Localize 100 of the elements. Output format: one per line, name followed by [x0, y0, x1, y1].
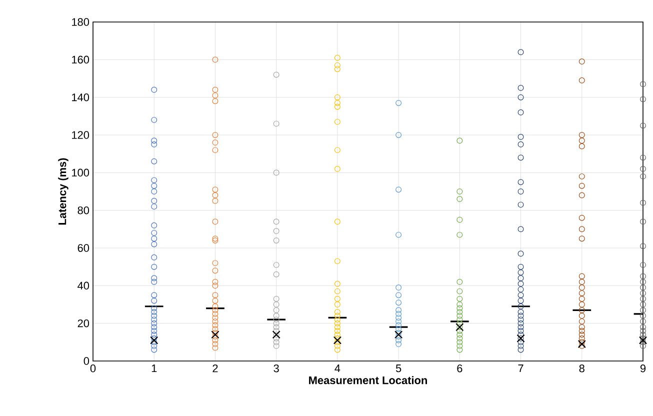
- point: [640, 200, 646, 206]
- point: [333, 336, 342, 344]
- x-tick-label: 4: [334, 364, 340, 372]
- point: [640, 154, 646, 161]
- point: [334, 328, 340, 334]
- point: [456, 339, 463, 346]
- point: [273, 296, 280, 302]
- point: [456, 138, 463, 144]
- point: [640, 318, 646, 324]
- point: [151, 241, 158, 248]
- point: [518, 312, 524, 319]
- point: [518, 141, 524, 148]
- point: [151, 298, 158, 304]
- point: [151, 182, 158, 189]
- point: [273, 271, 280, 278]
- point: [640, 342, 646, 349]
- point: [396, 337, 402, 344]
- point: [396, 341, 402, 348]
- point: [518, 303, 524, 310]
- point: [578, 226, 585, 232]
- point: [578, 307, 585, 314]
- point: [151, 309, 158, 316]
- point: [396, 284, 402, 291]
- point: [396, 292, 402, 298]
- point: [151, 275, 158, 282]
- point: [273, 342, 280, 349]
- point: [151, 138, 158, 144]
- point: [456, 232, 463, 238]
- point: [640, 332, 646, 338]
- point: [578, 236, 585, 242]
- point: [396, 100, 402, 106]
- point: [518, 328, 524, 334]
- point: [273, 228, 280, 234]
- point: [212, 344, 218, 351]
- point: [334, 104, 340, 110]
- point: [640, 307, 646, 314]
- point: [212, 192, 218, 198]
- point: [212, 310, 218, 317]
- point: [518, 264, 524, 270]
- point: [456, 346, 463, 353]
- point: [518, 286, 524, 292]
- point: [151, 177, 158, 184]
- point: [212, 132, 218, 138]
- point: [212, 322, 218, 328]
- y-tick-label: 80: [78, 206, 90, 214]
- point: [334, 66, 340, 72]
- point: [151, 328, 158, 334]
- point: [640, 262, 646, 268]
- x-tick-label: 1: [152, 364, 157, 372]
- point: [578, 302, 585, 308]
- point: [151, 324, 158, 330]
- point: [334, 147, 340, 154]
- point: [456, 305, 463, 312]
- point: [456, 309, 463, 316]
- y-tick-label: 0: [84, 357, 90, 365]
- point: [518, 188, 524, 194]
- point: [396, 314, 402, 321]
- point: [640, 96, 646, 102]
- x-tick-label: 8: [579, 364, 584, 372]
- point: [273, 302, 280, 308]
- point: [578, 296, 585, 302]
- point: [456, 312, 463, 319]
- point: [640, 278, 646, 285]
- point: [518, 342, 524, 349]
- point: [578, 143, 585, 150]
- point: [518, 275, 524, 282]
- point: [456, 332, 463, 338]
- point: [151, 222, 158, 228]
- point: [396, 132, 402, 138]
- point: [578, 77, 585, 84]
- point: [273, 339, 280, 346]
- point: [518, 94, 524, 100]
- point: [578, 312, 585, 319]
- point: [638, 336, 648, 344]
- point: [212, 140, 218, 146]
- point: [273, 120, 280, 127]
- point: [334, 342, 340, 349]
- point: [578, 335, 585, 342]
- point: [518, 320, 524, 326]
- point: [151, 264, 158, 270]
- point: [151, 204, 158, 210]
- point: [578, 58, 585, 65]
- point: [396, 322, 402, 328]
- point: [212, 326, 218, 332]
- point: [396, 326, 402, 332]
- point: [640, 328, 646, 334]
- point: [456, 196, 463, 202]
- point: [334, 302, 340, 308]
- point: [518, 280, 524, 287]
- point: [334, 324, 340, 330]
- point: [273, 320, 280, 326]
- point: [151, 236, 158, 242]
- point: [334, 339, 340, 346]
- point: [212, 198, 218, 204]
- point: [396, 318, 402, 324]
- point: [518, 339, 524, 346]
- point: [640, 218, 646, 225]
- point: [518, 154, 524, 161]
- y-tick-label: 60: [78, 244, 90, 252]
- point: [334, 118, 340, 125]
